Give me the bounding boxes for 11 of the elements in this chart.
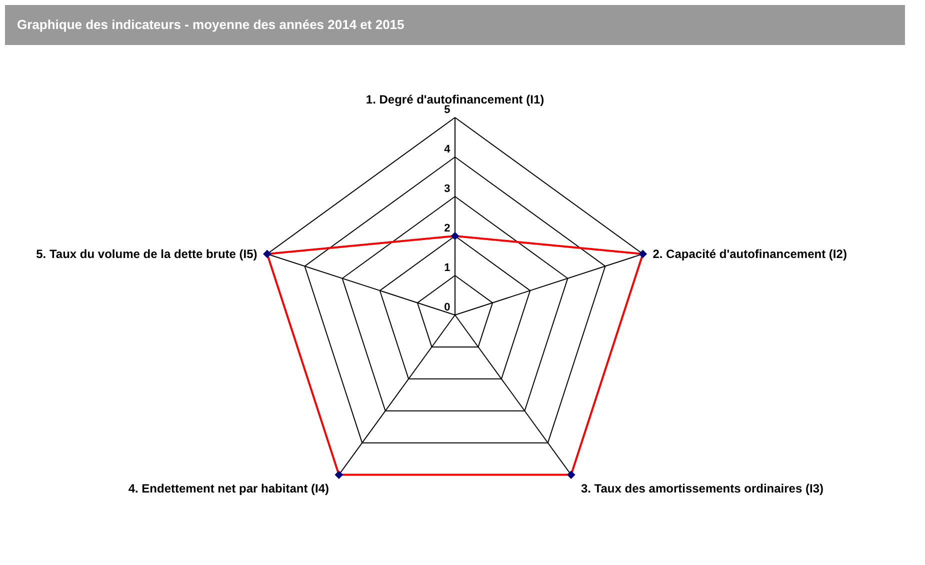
spoke-label: 5. Taux du volume de la dette brute (I5)	[36, 246, 258, 261]
y-tick-label: 1	[444, 262, 450, 274]
y-tick-label: 0	[444, 302, 450, 314]
y-tick-label: 5	[444, 104, 450, 116]
spoke-label: 4. Endettement net par habitant (I4)	[128, 482, 330, 496]
y-tick-label: 2	[444, 222, 450, 235]
y-tick-label: 4	[444, 144, 452, 156]
chart-title: Graphique des indicateurs - moyenne des années 2014 et 2015	[17, 17, 404, 32]
y-tick-label: 3	[444, 183, 450, 196]
spoke-label: 3. Taux des amortissements ordinaires (I3)	[580, 482, 824, 496]
spoke-label: 2. Capacité d'autofinancement (I2)	[652, 246, 847, 261]
